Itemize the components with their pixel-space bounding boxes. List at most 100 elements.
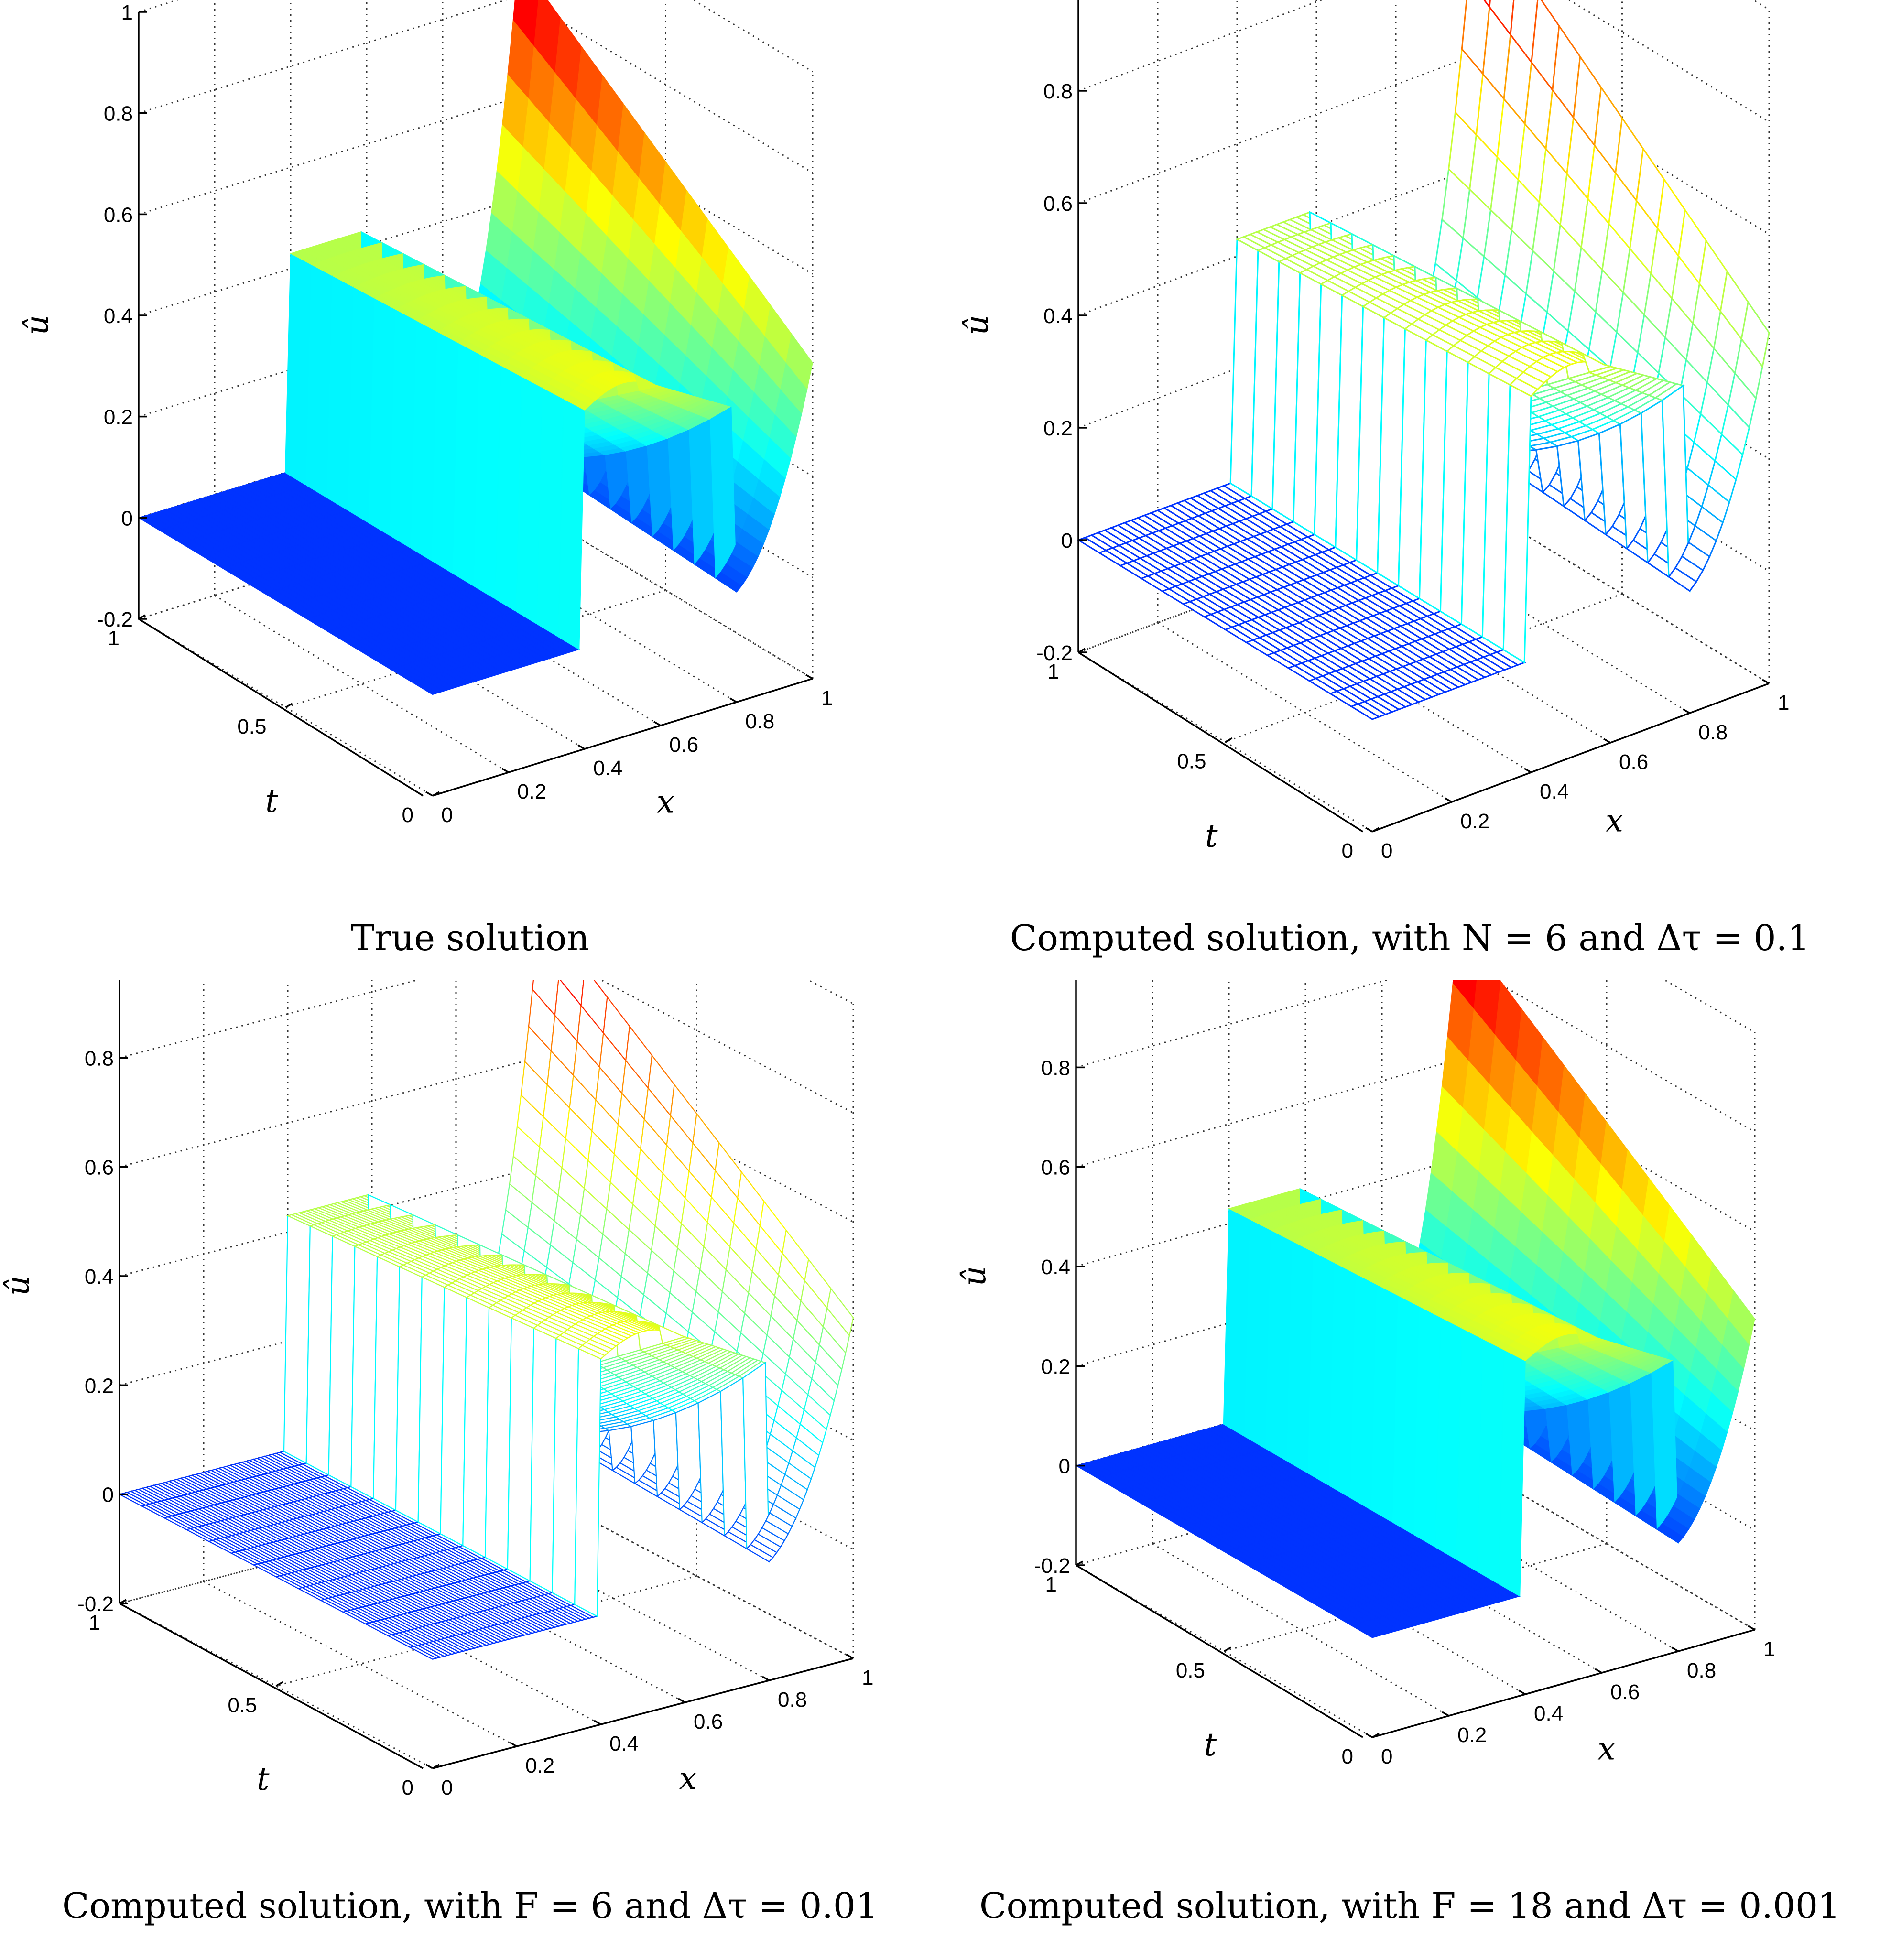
caption-computed-f6: Computed solution, with F = 6 and Δτ = 0… <box>62 1885 879 1927</box>
surface-mesh-cell <box>373 1256 401 1511</box>
x-tick-label: 1 <box>862 1666 873 1689</box>
t-tick-label: 0 <box>402 1776 413 1799</box>
grid-line-z <box>1076 1059 1755 1232</box>
t-axis <box>138 618 424 797</box>
x-tick-label: 1 <box>1763 1637 1775 1661</box>
t-tick <box>1372 827 1380 833</box>
x-tick <box>1365 827 1373 833</box>
z-tick-label: 0.2 <box>85 1374 114 1397</box>
surface-mesh-cell <box>552 1337 579 1605</box>
x-tick <box>1603 738 1611 744</box>
z-axis-label: û <box>958 315 995 336</box>
surface <box>138 0 813 695</box>
x-tick <box>805 674 813 680</box>
grid-line-z <box>1752 0 1770 11</box>
x-tick-label: 0.8 <box>1698 721 1728 744</box>
surface-mesh-cell <box>507 1317 534 1582</box>
z-tick-label: 0 <box>1061 529 1073 552</box>
x-tick <box>762 1676 770 1681</box>
x-tick <box>510 1742 517 1747</box>
t-tick-label: 0 <box>1342 1745 1353 1768</box>
surface-mesh-cell <box>462 1297 490 1559</box>
z-tick-label: 0.8 <box>1041 1056 1070 1080</box>
surface-mesh-cell <box>417 1276 445 1535</box>
z-tick-label: 0.6 <box>85 1156 114 1180</box>
caption-true-solution: True solution <box>350 918 590 959</box>
surface-mesh-cell <box>484 1307 512 1570</box>
z-tick-label: 0.8 <box>85 1047 114 1070</box>
plot-panel-computed-f18: 00.20.40.60.8100.51-0.200.20.40.60.81xtû… <box>940 980 1880 1960</box>
surface-patch <box>1452 980 1478 1010</box>
t-tick <box>275 1681 283 1687</box>
x-tick <box>594 1720 601 1725</box>
z-tick-label: 0.2 <box>104 406 133 429</box>
z-tick-label: 1 <box>121 1 133 24</box>
grid-line-z <box>1078 0 1770 123</box>
caption-computed-n6: Computed solution, with N = 6 and Δτ = 0… <box>1010 918 1810 959</box>
x-axis <box>1372 682 1770 833</box>
t-tick <box>1224 1646 1231 1652</box>
z-tick-label: 0 <box>1059 1455 1070 1478</box>
x-axis-label: x <box>1606 802 1623 839</box>
surface-mesh-cell <box>1483 0 1491 9</box>
t-axis <box>1076 1564 1363 1738</box>
z-tick-label: 0.4 <box>1043 304 1073 328</box>
t-tick-label: 1 <box>89 1611 100 1635</box>
t-tick-label: 0 <box>402 803 413 827</box>
t-tick-label: 1 <box>1045 1573 1057 1596</box>
x-axis <box>432 1657 854 1769</box>
plot-panel-computed-n6: 00.20.40.60.8100.51-0.200.20.40.60.81xtû… <box>940 0 1880 980</box>
x-tick-label: 0 <box>1381 1745 1392 1768</box>
x-tick <box>1518 1689 1526 1695</box>
z-tick-label: 0.8 <box>1043 80 1073 103</box>
z-tick-label: 0 <box>102 1484 114 1507</box>
z-tick-label: 0.8 <box>104 102 133 126</box>
t-axis-label: t <box>1204 1726 1217 1763</box>
x-tick-label: 1 <box>1778 691 1789 715</box>
plot-panel-true-solution: 0 0.2 0.4 0.6 0.8 1 0 0.5 1 -0.2 0 0.2 0.4 0.6 0.8 1 x t û… <box>0 0 940 980</box>
t-tick-label: 0 <box>1342 839 1353 863</box>
x-tick <box>425 1764 433 1769</box>
x-axis-label: x <box>1597 1730 1615 1767</box>
surface-mesh-cell <box>574 1348 602 1617</box>
grid-line-z <box>119 980 854 1114</box>
x-tick <box>729 697 737 703</box>
z-tick-label: 0.6 <box>1041 1156 1070 1180</box>
z-axis-label: û <box>956 1266 993 1287</box>
t-tick-label: 0.5 <box>1176 1659 1205 1682</box>
plot-panel-computed-f6: 00.20.40.60.8100.51-0.200.20.40.60.81xtû… <box>0 980 940 1960</box>
x-tick <box>1671 1646 1679 1652</box>
x-tick <box>1683 708 1690 714</box>
x-tick-label: 0.8 <box>1687 1659 1716 1682</box>
x-tick-label: 0.6 <box>669 733 698 757</box>
x-axis-label: x <box>657 783 674 820</box>
surface <box>1076 0 1770 720</box>
z-tick-label: 0.4 <box>104 304 133 328</box>
x-tick-label: 0.8 <box>778 1688 807 1711</box>
z-tick-label: 0.2 <box>1041 1355 1070 1378</box>
surface-mesh-cell <box>283 1215 311 1464</box>
t-tick <box>1372 1733 1380 1738</box>
x-tick-label: 1 <box>821 686 833 710</box>
x-tick <box>501 768 509 773</box>
x-axis-label: x <box>679 1760 696 1797</box>
surface-mesh-cell <box>1489 0 1515 37</box>
t-tick-label: 1 <box>1048 660 1059 683</box>
x-tick-label: 0.6 <box>694 1710 723 1733</box>
z-tick-label: -0.2 <box>1034 1554 1070 1578</box>
grid-line-z <box>138 0 813 73</box>
caption-computed-f18: Computed solution, with F = 18 and Δτ = … <box>979 1885 1841 1927</box>
z-tick-label: -0.2 <box>77 1592 114 1616</box>
surface-mesh-cell <box>440 1286 467 1547</box>
z-axis-label: û <box>0 1276 36 1296</box>
surface-mesh-cell <box>350 1245 378 1500</box>
x-tick-label: 0.6 <box>1610 1680 1640 1704</box>
surface-patch <box>785 333 813 390</box>
grid-line-z <box>806 980 854 1005</box>
x-tick <box>653 721 661 726</box>
